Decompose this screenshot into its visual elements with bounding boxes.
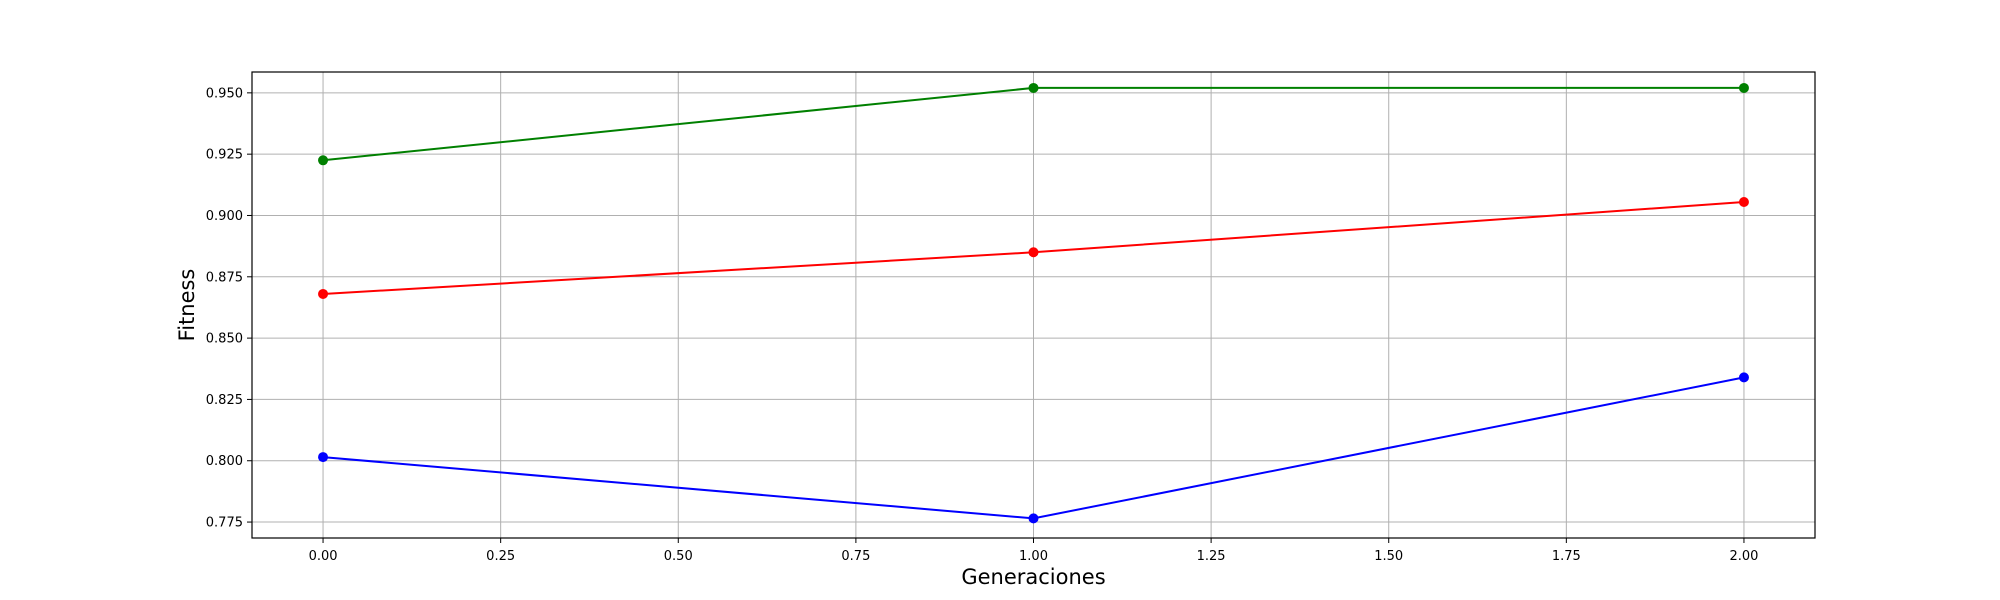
x-tick-label: 2.00	[1729, 549, 1758, 564]
grid	[252, 72, 1815, 538]
series-1	[318, 196, 1749, 299]
data-point	[1028, 82, 1039, 93]
x-tick-label: 0.25	[486, 549, 515, 564]
series-0	[318, 82, 1749, 166]
data-point	[1738, 372, 1749, 383]
x-tick-label: 1.00	[1019, 549, 1048, 564]
y-tick-label: 0.800	[206, 454, 243, 469]
x-tick-label: 0.75	[841, 549, 870, 564]
data-point	[1028, 513, 1039, 524]
y-tick-label: 0.950	[206, 86, 243, 101]
series-2	[318, 372, 1749, 524]
y-tick-label: 0.875	[206, 270, 243, 285]
data-point	[318, 288, 329, 299]
data-point	[1738, 196, 1749, 207]
y-axis-label: Fitness	[175, 269, 199, 342]
ticks: 0.00 0.25 0.50 0.75 1.00 1.25 1.50 1.75 2.00 0.77…	[206, 86, 1759, 564]
x-tick-label: 1.50	[1374, 549, 1403, 564]
y-tick-label: 0.925	[206, 148, 243, 163]
data-point	[318, 452, 329, 463]
y-tick-label: 0.900	[206, 209, 243, 224]
data-point	[1738, 82, 1749, 93]
x-tick-label: 0.50	[664, 549, 693, 564]
x-tick-label: 1.75	[1552, 549, 1581, 564]
y-tick-label: 0.775	[206, 516, 243, 531]
x-tick-label: 0.00	[309, 549, 338, 564]
data-point	[318, 155, 329, 166]
x-axis-label: Generaciones	[961, 565, 1105, 589]
series-layer	[318, 82, 1749, 524]
y-tick-label: 0.825	[206, 393, 243, 408]
y-tick-label: 0.850	[206, 332, 243, 347]
x-tick-label: 1.25	[1197, 549, 1226, 564]
data-point	[1028, 247, 1039, 258]
